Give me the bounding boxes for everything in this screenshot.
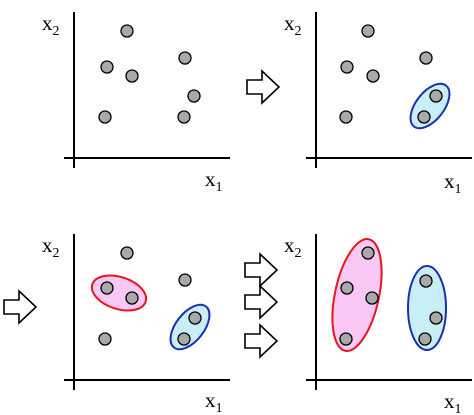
data-point bbox=[120, 24, 134, 38]
right-arrow-icon bbox=[3, 289, 38, 325]
data-point bbox=[339, 110, 353, 124]
right-arrow-icon bbox=[244, 252, 279, 288]
data-point bbox=[178, 51, 192, 65]
panel-step-4: x2 x1 bbox=[284, 233, 472, 415]
data-point bbox=[125, 291, 139, 305]
data-point bbox=[125, 69, 139, 83]
red-cluster-ellipse bbox=[90, 274, 148, 312]
data-point bbox=[361, 24, 375, 38]
data-point bbox=[177, 110, 191, 124]
data-point bbox=[100, 60, 114, 74]
right-arrow-icon bbox=[244, 284, 279, 320]
blue-cluster-ellipse bbox=[169, 303, 211, 351]
data-point bbox=[429, 311, 443, 325]
panel-step-1: x2 x1 bbox=[42, 11, 230, 195]
data-point bbox=[120, 246, 134, 260]
x-axis-label: x1 bbox=[444, 389, 462, 415]
x-axis-label: x1 bbox=[205, 167, 223, 195]
red-cluster-ellipse bbox=[331, 238, 383, 352]
data-points bbox=[339, 24, 443, 124]
right-arrow-icon bbox=[244, 323, 279, 359]
blue-cluster-ellipse bbox=[407, 265, 447, 351]
data-points bbox=[339, 246, 443, 346]
data-point bbox=[417, 110, 431, 124]
data-point bbox=[366, 69, 380, 83]
data-point bbox=[340, 281, 354, 295]
right-arrow-icon bbox=[246, 69, 281, 105]
data-point bbox=[178, 273, 192, 287]
blue-cluster-ellipse bbox=[409, 82, 451, 130]
y-axis-label: x2 bbox=[284, 233, 302, 261]
data-points bbox=[98, 24, 201, 124]
data-point bbox=[98, 110, 112, 124]
data-point bbox=[365, 291, 379, 305]
panel-step-2: x2 x1 bbox=[284, 11, 472, 197]
data-point bbox=[177, 332, 191, 346]
panel-step-3: x2 x1 bbox=[42, 233, 230, 415]
data-point bbox=[340, 60, 354, 74]
data-point bbox=[188, 311, 202, 325]
data-points bbox=[98, 246, 202, 346]
data-point bbox=[419, 274, 433, 288]
data-point bbox=[419, 51, 433, 65]
data-point bbox=[418, 332, 432, 346]
y-axis-label: x2 bbox=[284, 11, 302, 39]
x-axis-label: x1 bbox=[205, 388, 223, 415]
x-axis-label: x1 bbox=[444, 169, 462, 197]
y-axis-label: x2 bbox=[42, 233, 60, 261]
data-point bbox=[187, 89, 201, 103]
data-point bbox=[98, 332, 112, 346]
data-point bbox=[429, 89, 443, 103]
data-point bbox=[361, 246, 375, 260]
data-point bbox=[100, 281, 114, 295]
data-point bbox=[339, 332, 353, 346]
y-axis-label: x2 bbox=[42, 11, 60, 39]
